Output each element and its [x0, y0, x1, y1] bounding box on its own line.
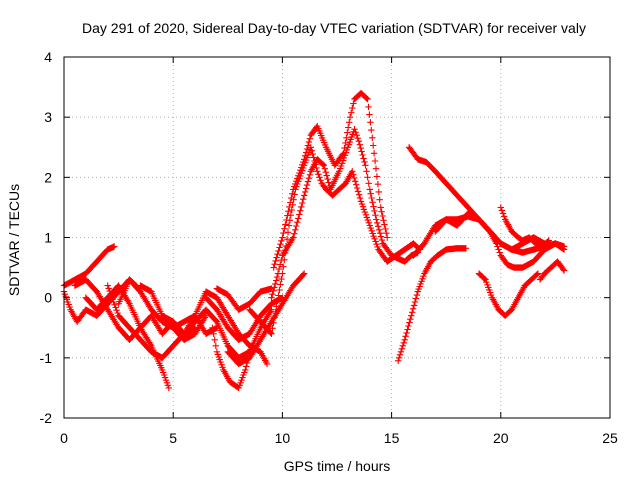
y-tick-label: 0 — [44, 290, 52, 306]
series-marks — [497, 204, 552, 250]
series-arc-3 — [71, 276, 172, 392]
series-marks — [536, 258, 568, 283]
series-marks — [170, 288, 271, 368]
series-arc-8 — [170, 288, 271, 368]
x-tick-label: 0 — [60, 430, 68, 446]
series-arc-13 — [224, 270, 308, 368]
series-arc-6 — [115, 276, 210, 343]
series-arc-16 — [270, 89, 391, 271]
series-arc-23 — [536, 258, 568, 283]
y-axis-label: SDTVAR / TECUs — [6, 184, 22, 296]
y-tick-label: 3 — [44, 109, 52, 125]
axis-ticks — [63, 56, 611, 419]
series-marks — [71, 276, 172, 392]
y-tick-label: 4 — [44, 49, 52, 65]
series-arc-12 — [213, 285, 275, 313]
chart-title: Day 291 of 2020, Sidereal Day-to-day VTE… — [82, 20, 586, 36]
series-arc-22 — [497, 204, 552, 250]
series-marks — [475, 270, 542, 319]
y-tick-label: 1 — [44, 230, 52, 246]
x-tick-label: 20 — [493, 430, 509, 446]
series-arc-17 — [395, 245, 470, 364]
data-points — [60, 89, 568, 392]
series-arc-15 — [268, 126, 421, 301]
y-tick-label: -1 — [40, 350, 53, 366]
y-tick-label: 2 — [44, 169, 52, 185]
series-marks — [268, 126, 421, 301]
series-marks — [213, 285, 275, 313]
series-arc-14 — [246, 144, 424, 337]
series-marks — [224, 270, 308, 368]
y-tick-label: -2 — [40, 410, 53, 426]
series-marks — [115, 276, 210, 343]
series-marks — [395, 245, 470, 364]
x-axis-label: GPS time / hours — [284, 458, 391, 474]
series-arc-21 — [475, 270, 542, 319]
series-marks — [246, 144, 424, 337]
x-tick-label: 25 — [602, 430, 618, 446]
tick-labels: 0 5 10 15 20 25 -2 -1 0 1 2 3 4 — [40, 49, 618, 446]
x-tick-label: 10 — [275, 430, 291, 446]
series-marks — [270, 89, 391, 271]
x-tick-label: 15 — [384, 430, 400, 446]
x-tick-label: 5 — [169, 430, 177, 446]
